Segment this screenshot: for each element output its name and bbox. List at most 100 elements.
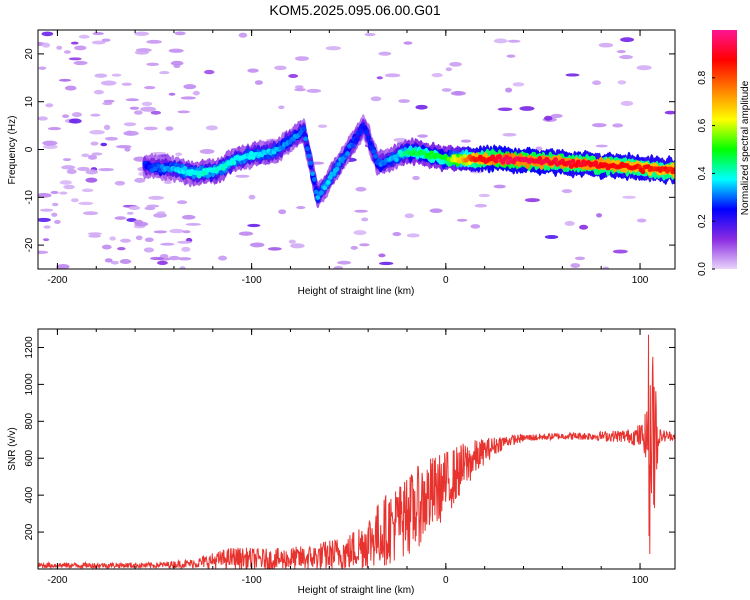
spectrogram-cell [561,189,573,194]
spectrogram-cell [456,218,468,222]
spectrogram-cell [68,118,82,124]
spectrogram-cell [56,45,63,50]
spectrogram-cell [350,142,356,148]
spectrogram-cell [366,135,371,141]
spectrogram-cell [238,231,254,236]
spectrogram-cell [310,171,316,177]
spectrogram-cell [553,157,558,163]
spectrogram-cell [146,204,160,208]
spectrogram-cell [169,228,184,234]
spectrogram-cell [104,258,113,263]
snr-panel: -200 -100 0 100 200 400 600 800 1000 1200 Height… [7,328,676,596]
spectrogram-cell [150,256,164,261]
spectrogram-cell [100,142,108,147]
spectrogram-cell [185,222,202,226]
spectrogram-cell [41,31,54,37]
spectrogram-cell [565,73,580,77]
y-tick-label: 400 [24,486,35,503]
spectrogram-cell [177,240,192,244]
spectrogram-cell [71,112,82,118]
spectrogram-cell [88,234,101,238]
spectrogram-cell [304,146,310,152]
spectrogram-cell [41,42,51,48]
y-tick-label: 0 [24,146,35,152]
spectrogram-cell [393,137,408,142]
x-tick-label: -100 [242,275,262,286]
spectrogram-cell [150,110,162,115]
colorbar-tick-label: 0.2 [697,214,708,228]
spectrogram-cell [355,186,367,192]
colorbar-tick-label: 0.8 [697,70,708,84]
spectrogram-cell [512,82,525,87]
spectrogram-cell [146,62,160,67]
spectrogram-cell [140,106,157,112]
spectrogram-cell [98,167,114,172]
spectrogram-cell [179,266,186,269]
spectrogram-cell [62,158,72,162]
spectrogram-cell [73,60,88,66]
spectrogram-cell [361,217,369,222]
spectrogram-cell [493,38,508,44]
spectrogram-cell [159,71,170,75]
spectrogram-cell [63,184,75,190]
spectrogram-cell [378,253,386,258]
spectrogram-cell [311,177,317,182]
spectrogram-cell [640,169,646,175]
spectrogram-cell [337,260,352,265]
spectrogram-cell [373,153,378,159]
spectrogram-cell [126,218,137,222]
spectrogram-cell [376,157,382,163]
spectrogram-cell [415,104,428,110]
colorbar-label: Normalized spectral amplitude [740,80,750,215]
spectrogram-cell [247,223,261,228]
spectrogram-cell [111,73,122,77]
spectrogram-cell [42,140,58,146]
spectrogram-cell [247,155,253,160]
spectrogram-cell [134,221,149,227]
spectrogram-cell [59,191,68,195]
spectrogram-cell [181,214,196,220]
spectrogram-cell [156,163,162,169]
spectrogram-cell [91,152,103,156]
spectrogram-cell [544,234,559,240]
spectrogram-cell [493,158,499,164]
spectrogram-cell [59,180,72,185]
y-tick-label: -10 [24,190,35,205]
spectrogram-cell [235,174,250,178]
spectrogram-cell [163,180,172,185]
x-tick-label: 100 [632,275,649,286]
spectrogram-cell [218,255,228,261]
x-tick-label: 100 [632,575,649,586]
spectrogram-cell [579,224,589,230]
spectrogram-cell [591,123,607,128]
x-tick-label: 0 [443,275,449,286]
spectrogram-cell [636,218,647,223]
spectrogram-cell [50,190,59,195]
spectrogram-cell [537,156,543,161]
spectrogram-cell [90,113,101,117]
y-tick-label: 1000 [24,373,35,396]
spectrogram-cell [85,177,98,183]
spectrogram-cell [87,232,102,236]
spectrogram-cell [192,90,200,96]
spectrogram-cell [93,89,104,95]
colorbar: 0.0 0.2 0.4 0.6 0.8 Normalized spectral ampl… [697,30,750,276]
spectrogram-cell [62,114,70,118]
spectrogram-cell [64,85,77,91]
spectrogram-cell [89,129,105,135]
spectrogram-cell [51,212,58,217]
spectrogram-cell [126,211,134,215]
spectrogram-cell [82,211,99,216]
spectrogram-cell [333,265,344,269]
spectrogram-cell [288,239,296,244]
spectrogram-cell [94,73,108,78]
spectrogram-cell [384,73,401,78]
spectrogram-cell [144,237,154,243]
spectrogram-cell [158,168,163,173]
spectrogram-cell [392,231,402,237]
spectrogram-cell [175,152,183,156]
spectrogram-cell [524,198,540,203]
spectrogram-cell [267,247,282,251]
colorbar-gradient [712,30,737,269]
